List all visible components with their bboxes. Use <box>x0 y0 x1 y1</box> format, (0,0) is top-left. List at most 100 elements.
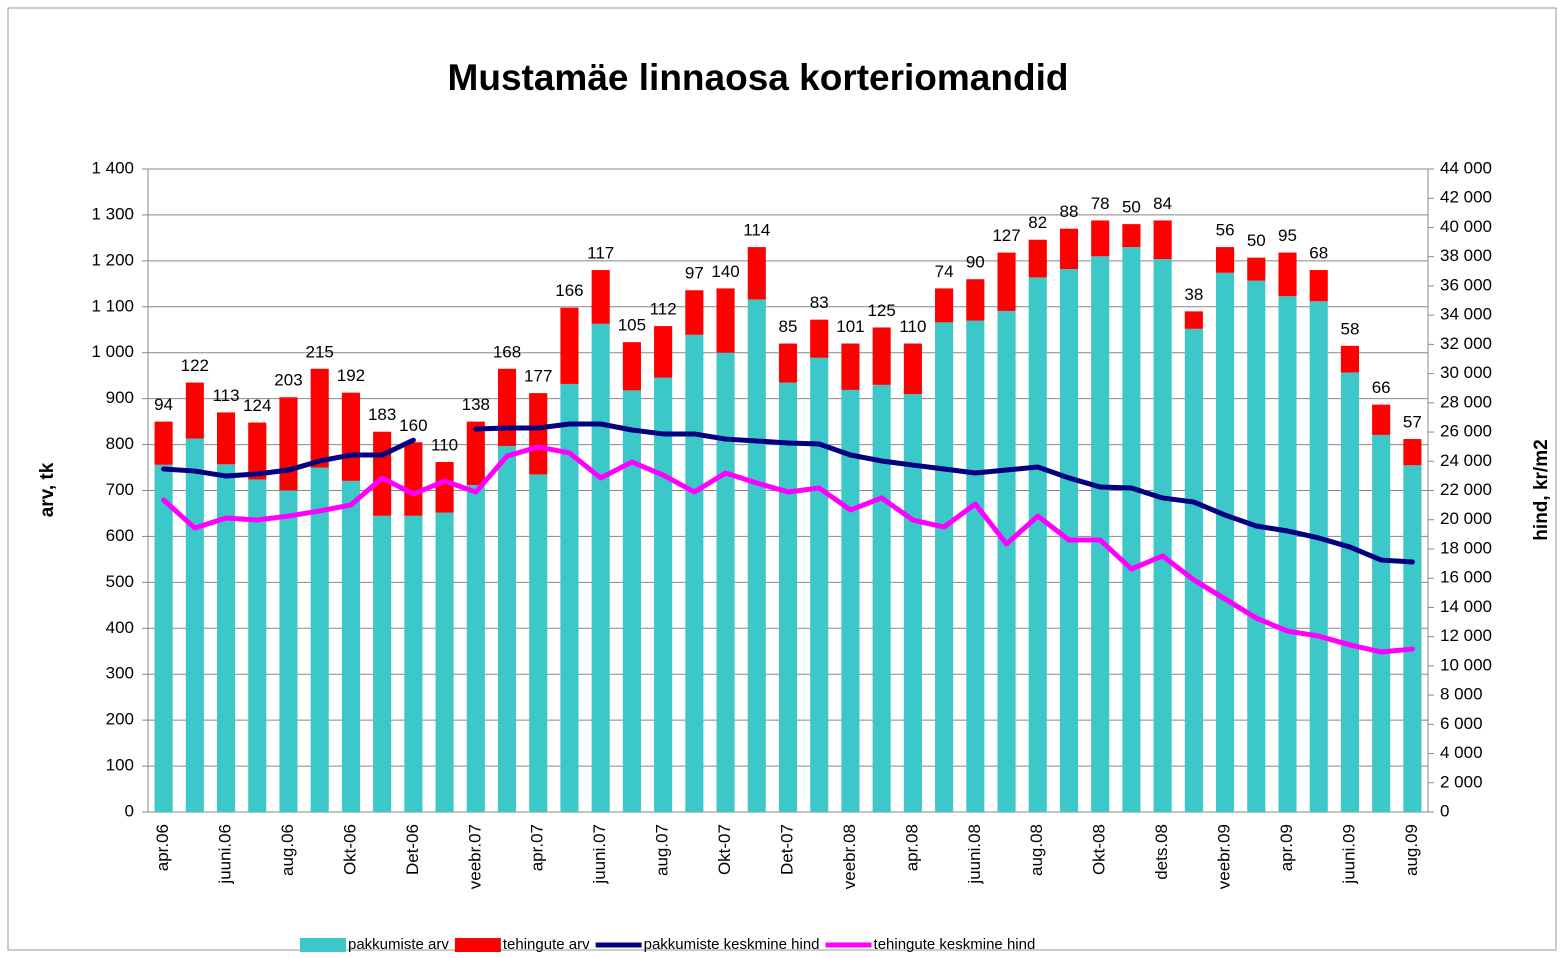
bar-segment <box>1309 270 1328 302</box>
x-tick-label: Okt-08 <box>1090 824 1109 875</box>
bar-segment <box>560 307 579 384</box>
bar-segment <box>1091 220 1110 257</box>
data-label: 50 <box>1122 198 1141 217</box>
y-tick-label: 100 <box>106 756 134 775</box>
legend-label: tehingute arv <box>503 936 590 953</box>
bar-segment <box>373 431 392 516</box>
bar-segment <box>1309 301 1328 812</box>
bar-segment <box>279 490 298 812</box>
bar-segment <box>248 479 267 812</box>
y2-tick-label: 44 000 <box>1440 158 1492 177</box>
y-tick-label: 500 <box>106 572 134 591</box>
data-label: 215 <box>306 342 334 361</box>
bar-segment <box>154 464 173 812</box>
legend-swatch <box>454 938 501 952</box>
y-tick-label: 1 400 <box>91 158 134 177</box>
x-tick-label: aug.06 <box>278 824 297 876</box>
y2-tick-label: 18 000 <box>1440 538 1492 557</box>
data-label: 114 <box>743 221 770 240</box>
bar-segment <box>872 327 891 385</box>
data-label: 50 <box>1247 231 1266 250</box>
bar-segment <box>966 279 985 321</box>
y-tick-label: 1 000 <box>91 342 134 361</box>
data-label: 160 <box>399 416 427 435</box>
line-series <box>161 421 1415 565</box>
bar-segment <box>248 422 267 480</box>
data-label: 95 <box>1278 226 1297 245</box>
y2-tick-label: 16 000 <box>1440 568 1492 587</box>
data-label: 57 <box>1403 413 1422 432</box>
bar-segment <box>404 515 423 812</box>
bar-segment <box>654 326 673 378</box>
bar-segment <box>654 377 673 812</box>
bar-segment <box>716 288 735 353</box>
data-label: 112 <box>650 300 677 319</box>
bar-segment <box>935 288 954 323</box>
bar-segment <box>1122 224 1141 248</box>
bar-segment <box>1059 228 1079 270</box>
data-label: 125 <box>867 301 895 320</box>
y-tick-label: 0 <box>125 801 134 820</box>
data-label: 56 <box>1216 221 1235 240</box>
data-label: 94 <box>154 395 173 414</box>
bar-segment <box>1247 257 1266 281</box>
data-label: 38 <box>1184 285 1203 304</box>
bar-segment <box>1403 439 1422 466</box>
y2-tick-label: 24 000 <box>1440 451 1492 470</box>
bar-segment <box>341 480 360 812</box>
y2-tick-label: 12 000 <box>1440 626 1492 645</box>
data-label: 105 <box>618 316 646 335</box>
bar-segment <box>1153 259 1172 812</box>
x-tick-label: Det-06 <box>403 824 422 875</box>
bar-segment <box>466 484 485 812</box>
bar-segment <box>841 389 860 812</box>
data-label: 140 <box>711 262 739 281</box>
y2-tick-label: 2 000 <box>1440 772 1483 791</box>
x-tick-label: apr.07 <box>528 824 547 871</box>
x-tick-label: juuni.09 <box>1339 824 1358 885</box>
bar-segment <box>1216 247 1235 273</box>
data-label: 113 <box>212 386 239 405</box>
x-tick-label: aug.09 <box>1402 824 1421 876</box>
bar-segment <box>279 397 298 491</box>
x-tick-label: dets.08 <box>1152 824 1171 880</box>
y2-tick-label: 32 000 <box>1440 334 1492 353</box>
bar-segment <box>810 319 829 358</box>
y2-tick-label: 8 000 <box>1440 685 1483 704</box>
bar-segment <box>185 382 204 439</box>
y2-tick-label: 4 000 <box>1440 743 1483 762</box>
y2-tick-label: 38 000 <box>1440 246 1492 265</box>
legend-swatch <box>300 938 346 952</box>
bar-segment <box>310 467 329 812</box>
data-label: 66 <box>1372 378 1391 397</box>
bar-segment <box>747 247 766 300</box>
bar-segment <box>154 421 173 465</box>
bar-segment <box>622 342 641 391</box>
bar-segment <box>841 343 860 390</box>
data-label: 78 <box>1091 194 1110 213</box>
y-tick-label: 400 <box>106 618 134 637</box>
data-label: 122 <box>181 356 209 375</box>
bar-segment <box>872 384 891 812</box>
chart-frame <box>7 7 1557 951</box>
bar-segment <box>1372 434 1391 812</box>
bar-segment <box>935 322 954 812</box>
y2-axis-label: hind, kr/m2 <box>1531 439 1552 540</box>
bar-segment <box>778 382 798 812</box>
bar-segment <box>1153 220 1172 260</box>
y2-tick-label: 14 000 <box>1440 597 1492 616</box>
bar-segment <box>903 343 922 395</box>
data-label: 82 <box>1028 213 1047 232</box>
bar-segment <box>1340 345 1360 373</box>
data-label: 203 <box>274 371 302 390</box>
bar-segment <box>435 462 454 513</box>
data-label: 97 <box>685 264 704 283</box>
bar-segment <box>1278 296 1297 812</box>
data-label: 58 <box>1340 319 1359 338</box>
bar-segment <box>1278 252 1297 297</box>
y2-tick-label: 28 000 <box>1440 392 1492 411</box>
x-tick-label: aug.07 <box>653 824 672 876</box>
bar-segment <box>685 290 704 335</box>
data-label: 138 <box>462 395 490 414</box>
